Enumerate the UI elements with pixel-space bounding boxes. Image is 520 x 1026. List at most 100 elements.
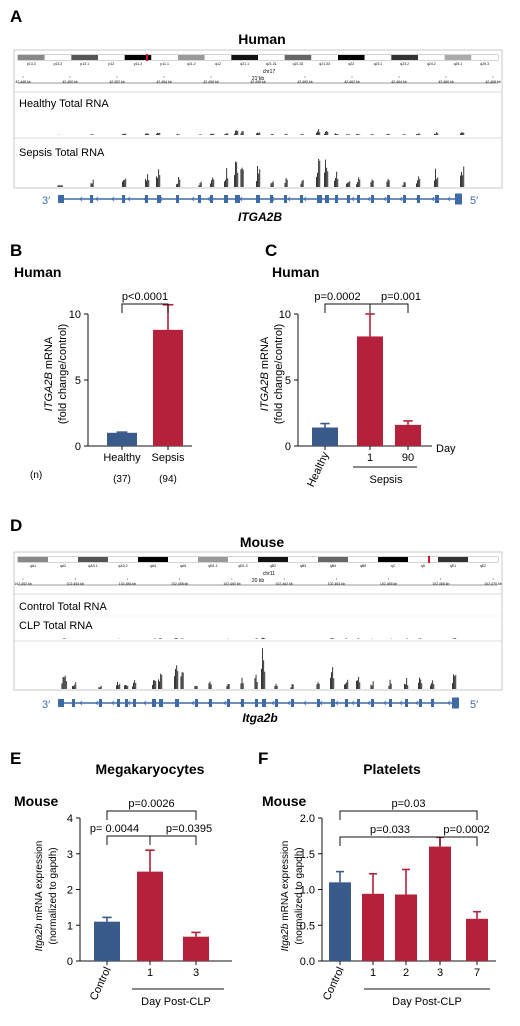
panel-a-title: Human — [238, 31, 285, 47]
coverage-bar — [210, 134, 211, 135]
track-label-healthy: Healthy Total RNA — [19, 98, 109, 110]
significance-bracket — [440, 837, 477, 846]
coverage-bar — [358, 134, 359, 135]
coverage-bar — [227, 686, 228, 689]
coverage-bar — [373, 181, 374, 187]
coverage-bar — [159, 638, 160, 639]
coverage-bar — [259, 133, 260, 135]
coverage-bar — [126, 685, 127, 689]
coverage-bar — [419, 134, 420, 135]
gene-exon — [317, 699, 320, 707]
coverage-bar — [333, 678, 334, 689]
coverage-bar — [243, 131, 244, 135]
ylabel-c-2: (fold change/control) — [273, 324, 285, 424]
band-label: qB3 — [300, 564, 306, 568]
ylabel-c: ITGA2B mRNA — [259, 336, 271, 411]
kb-label: 102,464 kb — [328, 582, 345, 586]
band-label: qB1.1 — [208, 564, 217, 568]
band-label: q21.32 — [293, 62, 304, 66]
coverage-bar — [235, 162, 236, 187]
coverage-bar — [271, 134, 272, 135]
coverage-bar — [387, 181, 388, 187]
p-value-label: p=0.0002 — [314, 291, 360, 303]
coverage-bar — [331, 672, 332, 689]
coverage-bar — [333, 638, 334, 639]
coverage-bar — [256, 638, 257, 639]
coverage-bar — [316, 177, 317, 187]
coverage-bar — [273, 181, 274, 187]
coverage-bar — [124, 134, 125, 135]
coverage-bar — [93, 180, 94, 187]
track-label-sepsis: Sepsis Total RNA — [19, 147, 105, 159]
coverage-bar — [59, 185, 60, 187]
coverage-bar — [356, 681, 357, 689]
coverage-bar — [349, 134, 350, 135]
coverage-bar — [243, 683, 244, 689]
gene-exon — [210, 195, 213, 203]
gene-exon — [300, 195, 303, 203]
coverage-bar — [212, 178, 213, 187]
coverage-bar — [257, 682, 258, 689]
coverage-bar — [228, 684, 229, 689]
coverage-bar — [174, 676, 175, 689]
significance-bracket — [340, 811, 477, 820]
ideogram-band — [318, 557, 348, 562]
ideogram-band — [408, 557, 438, 562]
panel-d-title: Mouse — [240, 534, 285, 550]
coverage-bar — [91, 134, 92, 135]
strand-left-a: 3′ — [42, 195, 50, 207]
p-value-label: p=0.0395 — [166, 823, 212, 835]
gene-exon — [419, 699, 422, 707]
y-tick-label: 5 — [75, 375, 81, 387]
y-tick-label: 0 — [285, 441, 291, 453]
gene-exon — [176, 195, 179, 203]
coverage-bar — [125, 134, 126, 135]
coverage-bar — [75, 682, 76, 689]
group-label-f: Day Post-CLP — [392, 996, 462, 1008]
coverage-bar — [211, 134, 212, 135]
gene-exon — [347, 195, 350, 203]
bar-control — [94, 922, 120, 961]
gene-name-a: ITGA2B — [238, 210, 282, 224]
band-label: q21.31 — [266, 62, 277, 66]
panel-f: F Platelets Mouse Itga2b mRNA expression… — [258, 749, 496, 1008]
coverage-bar — [197, 686, 198, 689]
coverage-bar — [460, 176, 461, 187]
kb-label: 102,452 kb — [14, 582, 31, 586]
band-label: q11.2 — [187, 62, 196, 66]
coverage-bar — [332, 638, 333, 639]
coverage-bar — [212, 134, 213, 135]
coverage-bar — [65, 676, 66, 689]
band-label: qB1.3 — [238, 564, 247, 568]
coverage-bar — [463, 133, 464, 135]
y-tick-label: 0.0 — [300, 956, 315, 968]
coverage-bar — [161, 675, 162, 689]
x-tick-label: 1 — [370, 967, 376, 979]
coverage-bar — [319, 684, 320, 689]
coverage-bar — [122, 182, 123, 187]
coverage-bar — [303, 180, 304, 187]
kb-label: 42,462 kb — [344, 80, 359, 84]
p-value-label: p= 0.0044 — [90, 823, 139, 835]
bar-2 — [395, 895, 417, 961]
coverage-bar — [436, 132, 437, 135]
coverage-bar — [211, 684, 212, 689]
coverage-bar — [418, 133, 419, 135]
coverage-bar — [256, 133, 257, 135]
coverage-bar — [463, 166, 464, 187]
coverage-bar — [195, 686, 196, 689]
coverage-bar — [285, 134, 286, 135]
coverage-bar — [417, 134, 418, 135]
coverage-bar — [118, 685, 119, 689]
coverage-bar — [241, 169, 242, 187]
ideogram-band — [168, 557, 198, 562]
kb-label: 102,454 kb — [67, 582, 84, 586]
coverage-bar — [324, 134, 325, 135]
p-value-label: p=0.0026 — [128, 798, 174, 810]
coverage-bar — [420, 638, 421, 639]
coverage-bar — [317, 173, 318, 187]
coverage-bar — [177, 134, 178, 135]
y-tick-label: 1.5 — [300, 849, 315, 861]
